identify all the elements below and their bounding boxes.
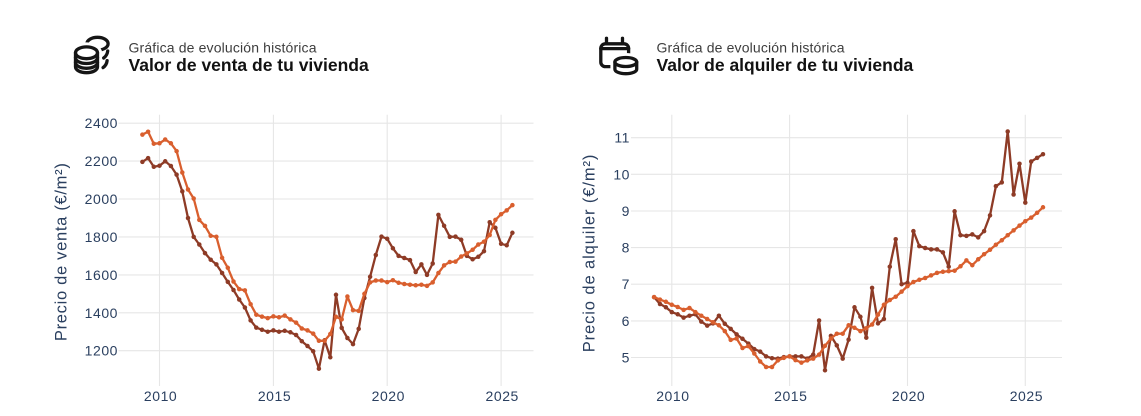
svg-text:2015: 2015 bbox=[774, 388, 807, 404]
svg-text:Gráfica de evolución histórica: Gráfica de evolución histórica bbox=[129, 39, 317, 55]
svg-text:7: 7 bbox=[622, 276, 630, 292]
svg-text:6: 6 bbox=[622, 313, 630, 329]
svg-text:2020: 2020 bbox=[372, 388, 405, 404]
svg-text:Valor de venta de tu vivienda: Valor de venta de tu vivienda bbox=[129, 55, 369, 75]
svg-text:9: 9 bbox=[622, 203, 630, 219]
svg-text:Gráfica de evolución histórica: Gráfica de evolución histórica bbox=[657, 39, 845, 55]
svg-text:2010: 2010 bbox=[144, 388, 177, 404]
svg-text:2400: 2400 bbox=[85, 115, 118, 131]
svg-text:2200: 2200 bbox=[85, 153, 118, 169]
svg-text:Precio de alquiler (€/m²): Precio de alquiler (€/m²) bbox=[581, 154, 599, 353]
svg-text:2025: 2025 bbox=[1010, 388, 1043, 404]
svg-text:2015: 2015 bbox=[258, 388, 291, 404]
svg-text:1400: 1400 bbox=[85, 305, 118, 321]
svg-text:1200: 1200 bbox=[85, 343, 118, 359]
svg-text:2010: 2010 bbox=[656, 388, 689, 404]
svg-text:5: 5 bbox=[622, 350, 630, 366]
svg-text:8: 8 bbox=[622, 240, 630, 256]
svg-text:11: 11 bbox=[614, 130, 630, 146]
svg-text:1600: 1600 bbox=[85, 267, 118, 283]
svg-text:10: 10 bbox=[613, 166, 630, 182]
svg-text:1800: 1800 bbox=[85, 229, 118, 245]
svg-text:2025: 2025 bbox=[486, 388, 519, 404]
svg-text:2020: 2020 bbox=[892, 388, 925, 404]
svg-text:2000: 2000 bbox=[85, 191, 118, 207]
svg-text:Valor de alquiler de tu vivien: Valor de alquiler de tu vivienda bbox=[657, 55, 914, 75]
svg-text:Precio de venta (€/m²): Precio de venta (€/m²) bbox=[53, 162, 71, 341]
